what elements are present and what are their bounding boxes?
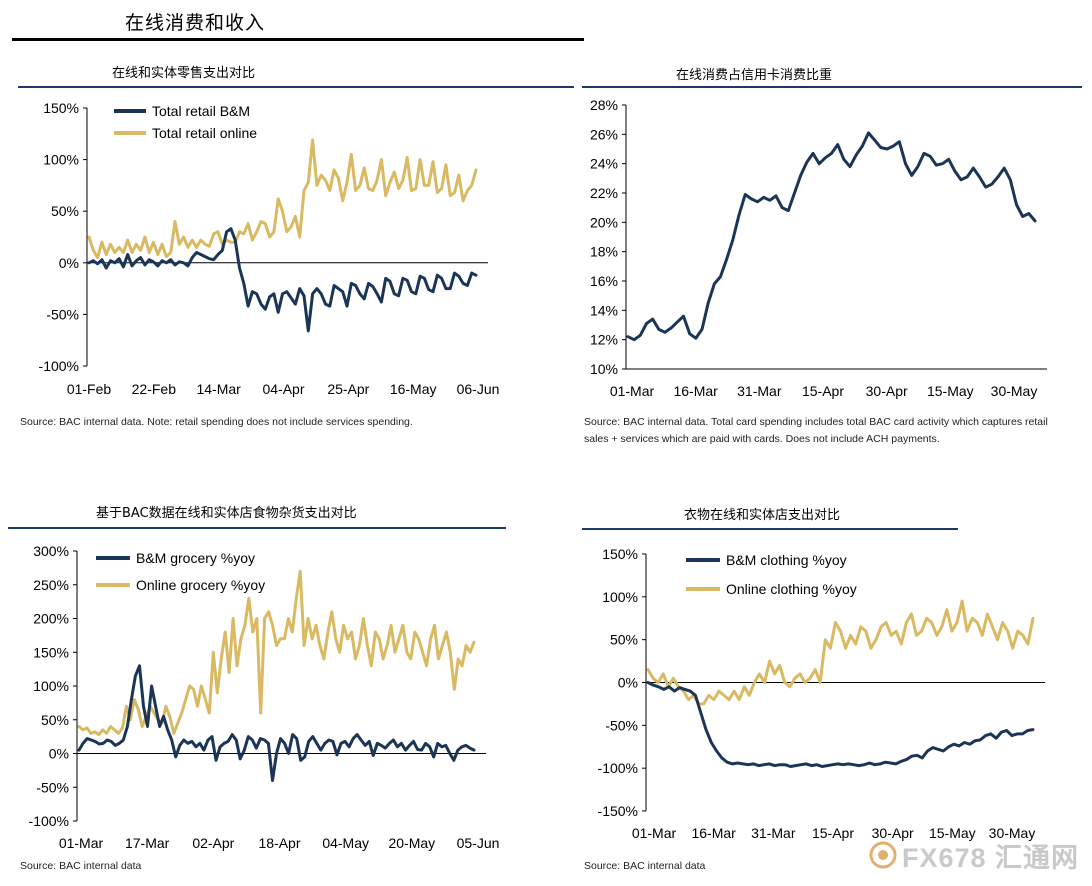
panel-1-x-tick-label: 16-May: [390, 381, 437, 397]
panel-3-y-tick-label: 250%: [33, 577, 69, 593]
panel-3-y-tick-label: 150%: [33, 644, 69, 660]
panel-4-series-b-m-clothing-yoy: [646, 681, 1035, 768]
panel-4-rule: [582, 528, 958, 530]
panel-4-x-tick-label: 15-Apr: [812, 825, 854, 841]
panel-3-source: Source: BAC internal data: [20, 860, 142, 872]
panel-2-source-line-1: Source: BAC internal data. Total card sp…: [584, 416, 1048, 428]
watermark-logo-icon: [869, 841, 897, 869]
panel-2-x-tick-label: 16-Mar: [673, 383, 718, 399]
watermark: FX678 汇通网: [902, 843, 1080, 873]
panel-3-y-tick-label: 0%: [49, 746, 69, 762]
panel-3-y-tick-label: 300%: [33, 543, 69, 559]
panel-3-x-tick-label: 01-Mar: [59, 835, 104, 851]
panel-2-y-tick-label: 16%: [590, 273, 618, 289]
panel-1-x-tick-label: 04-Apr: [262, 381, 304, 397]
panel-4-y-tick-label: -50%: [605, 717, 638, 733]
panel-1-y-tick-label: 100%: [43, 152, 79, 168]
panel-2-title: 在线消费占信用卡消费比重: [676, 68, 833, 83]
panel-1-y-tick-label: 50%: [51, 203, 79, 219]
panel-2-x-tick-label: 30-Apr: [866, 383, 908, 399]
panel-1-title: 在线和实体零售支出对比: [112, 66, 256, 81]
panel-3-x-tick-label: 17-Mar: [125, 835, 170, 851]
panel-3-y-tick-label: 100%: [33, 678, 69, 694]
panel-4-y-tick-label: 50%: [610, 632, 638, 648]
panel-3-legend-label: Online grocery %yoy: [136, 577, 265, 593]
panel-3-legend-label: B&M grocery %yoy: [136, 550, 255, 566]
panel-4-legend-label: Online clothing %yoy: [726, 581, 857, 597]
panel-2-y-tick-label: 14%: [590, 302, 618, 318]
panel-1-series-total-retail-online: [87, 138, 478, 260]
panel-4-title: 衣物在线和实体店支出对比: [684, 508, 841, 523]
panel-1-y-tick-label: -100%: [39, 358, 79, 374]
panel-4-x-tick-label: 30-May: [989, 825, 1036, 841]
page-title: 在线消费和收入: [125, 12, 266, 34]
panel-1-source: Source: BAC internal data. Note: retail …: [20, 416, 413, 428]
panel-3-series-b-m-grocery-yoy: [77, 664, 476, 782]
panel-2-y-tick-label: 26%: [590, 126, 618, 142]
panel-1-y-tick-label: -50%: [46, 306, 79, 322]
panel-3-x-tick-label: 20-May: [388, 835, 435, 851]
panel-1-y-tick-label: 0%: [59, 255, 79, 271]
panel-4-x-tick-label: 31-Mar: [751, 825, 796, 841]
panel-3-y-tick-label: -50%: [36, 779, 69, 795]
panel-2-y-tick-label: 28%: [590, 97, 618, 113]
panel-4-x-tick-label: 30-Apr: [872, 825, 914, 841]
panel-3-y-tick-label: 200%: [33, 611, 69, 627]
panel-2-x-tick-label: 30-May: [991, 383, 1038, 399]
panel-4-source: Source: BAC internal data: [584, 860, 706, 872]
panel-1-x-tick-label: 14-Mar: [196, 381, 241, 397]
panel-4-x-tick-label: 15-May: [929, 825, 976, 841]
page-title-rule: [12, 38, 584, 41]
panel-3-rule: [8, 527, 506, 529]
panel-3-x-tick-label: 04-May: [322, 835, 369, 851]
panel-1-series-total-retail-b-m: [87, 227, 478, 333]
panel-2-source-line-2: sales + services which are paid with car…: [584, 433, 940, 445]
panel-2-y-tick-label: 10%: [590, 361, 618, 377]
panel-1-x-tick-label: 22-Feb: [132, 381, 177, 397]
panel-4-x-tick-label: 01-Mar: [632, 825, 677, 841]
panel-3-y-tick-label: -100%: [29, 813, 69, 829]
panel-2-series-line: [626, 131, 1037, 342]
panel-2-x-tick-label: 15-Apr: [802, 383, 844, 399]
panel-2-y-tick-label: 12%: [590, 332, 618, 348]
panel-4-series-online-clothing-yoy: [646, 599, 1035, 706]
panel-1-rule: [18, 86, 574, 88]
panel-4-x-tick-label: 16-Mar: [691, 825, 736, 841]
panel-1-x-tick-label: 01-Feb: [67, 381, 112, 397]
panel-1-x-tick-label: 25-Apr: [327, 381, 369, 397]
panel-3-series-online-grocery-yoy: [77, 569, 476, 737]
panel-3-title: 基于BAC数据在线和实体店食物杂货支出对比: [96, 506, 357, 521]
panel-3-x-tick-label: 02-Apr: [192, 835, 234, 851]
panel-2-rule: [582, 86, 1082, 88]
panel-4-legend-label: B&M clothing %yoy: [726, 552, 847, 568]
panel-3-x-tick-label: 18-Apr: [258, 835, 300, 851]
panel-4-y-tick-label: 100%: [602, 589, 638, 605]
panel-4-y-tick-label: 0%: [618, 675, 638, 691]
panel-4-y-tick-label: 150%: [602, 546, 638, 562]
panel-2-y-tick-label: 20%: [590, 214, 618, 230]
panel-1-x-tick-label: 06-Jun: [457, 381, 500, 397]
panel-3-x-tick-label: 05-Jun: [457, 835, 500, 851]
panel-2-x-tick-label: 15-May: [927, 383, 974, 399]
panel-2-y-tick-label: 18%: [590, 244, 618, 260]
panel-2-y-tick-label: 22%: [590, 185, 618, 201]
panel-4-y-tick-label: -150%: [598, 803, 638, 819]
panel-1-legend-label: Total retail B&M: [152, 103, 250, 119]
panel-4-y-tick-label: -100%: [598, 760, 638, 776]
panel-2-y-tick-label: 24%: [590, 156, 618, 172]
panel-1-y-tick-label: 150%: [43, 100, 79, 116]
panel-2-x-tick-label: 31-Mar: [737, 383, 782, 399]
panel-3-y-tick-label: 50%: [41, 712, 69, 728]
panel-1-legend-label: Total retail online: [152, 125, 257, 141]
panel-2-x-tick-label: 01-Mar: [610, 383, 655, 399]
